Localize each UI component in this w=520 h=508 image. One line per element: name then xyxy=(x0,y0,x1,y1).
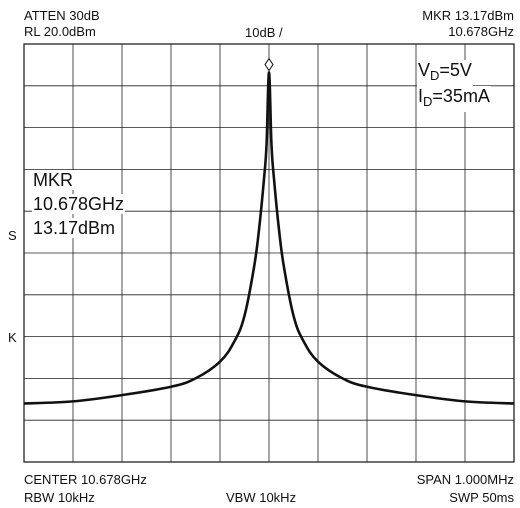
marker-level-label: MKR 13.17dBm xyxy=(422,8,514,23)
spectrum-trace xyxy=(23,71,515,405)
marker-box-level: 13.17dBm xyxy=(32,218,117,238)
span-label: SPAN 1.000MHz xyxy=(416,472,514,487)
id-annotation: ID=35mA xyxy=(417,86,491,112)
vd-sub: D xyxy=(430,68,440,83)
id-sub: D xyxy=(423,94,433,109)
marker-box-title: MKR xyxy=(32,170,74,190)
id-value: =35mA xyxy=(432,86,490,106)
vd-annotation: VD=5V xyxy=(417,60,473,86)
vd-main: V xyxy=(418,60,431,80)
vbw-label: VBW 10kHz xyxy=(226,490,297,505)
side-label-k: K xyxy=(8,330,17,345)
side-label-s: S xyxy=(8,228,17,243)
id-main: I xyxy=(418,86,424,106)
rbw-label: RBW 10kHz xyxy=(24,490,95,505)
scale-label: 10dB / xyxy=(245,25,283,40)
vd-value: =5V xyxy=(439,60,472,80)
marker-diamond xyxy=(264,57,274,72)
marker-box-freq: 10.678GHz xyxy=(32,194,126,214)
marker-freq-label: 10.678GHz xyxy=(448,24,514,39)
ref-level-label: RL 20.0dBm xyxy=(24,24,96,39)
center-freq-label: CENTER 10.678GHz xyxy=(24,472,147,487)
atten-label: ATTEN 30dB xyxy=(24,8,100,23)
sweep-label: SWP 50ms xyxy=(449,490,514,505)
